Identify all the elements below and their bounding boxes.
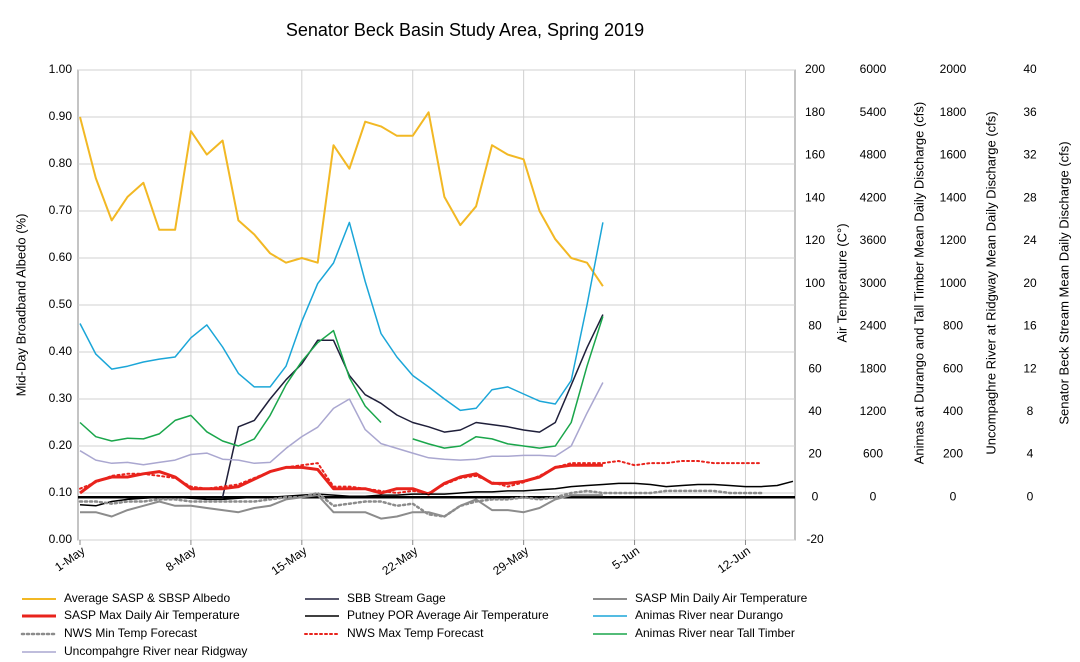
y2-tick-label: -20 [806, 532, 824, 546]
y3-tick-label: 3000 [860, 276, 887, 290]
y3-tick-label: 1200 [860, 404, 887, 418]
y5-tick-label: 12 [1023, 361, 1037, 375]
y4-axis-title: Uncompaghre River at Ridgway Mean Daily … [983, 111, 998, 454]
y3-tick-label: 2400 [860, 319, 887, 333]
y5-tick-label: 40 [1023, 62, 1037, 76]
y3-tick-label: 1800 [860, 361, 887, 375]
series-line [78, 489, 763, 518]
y4-tick-label: 1000 [940, 276, 967, 290]
y2-axis-title: Air Temperature (C°) [834, 223, 849, 342]
y-tick-label: 0.50 [49, 297, 73, 311]
y2-tick-label: 0 [812, 489, 819, 503]
series-line [79, 463, 603, 496]
y3-tick-label: 3600 [860, 233, 887, 247]
y2-tick-label: 20 [808, 447, 822, 461]
y2-tick-label: 60 [808, 361, 822, 375]
y-tick-label: 1.00 [49, 62, 73, 76]
y4-tick-label: 1400 [940, 190, 967, 204]
y3-tick-label: 4200 [860, 190, 887, 204]
y-tick-label: 0.90 [49, 109, 73, 123]
series-line [79, 480, 794, 507]
y2-tick-label: 180 [805, 105, 825, 119]
y3-tick-label: 0 [870, 489, 877, 503]
series-line [79, 221, 604, 412]
y4-tick-label: 1600 [940, 148, 967, 162]
series-line [79, 460, 763, 494]
y4-tick-label: 1200 [940, 233, 967, 247]
y4-tick-label: 400 [943, 404, 963, 418]
y-tick-label: 0.80 [49, 156, 73, 170]
y4-tick-label: 2000 [940, 62, 967, 76]
y3-tick-label: 600 [863, 447, 883, 461]
legend-label: SBB Stream Gage [347, 591, 446, 605]
series-line [79, 111, 604, 287]
y2-tick-label: 140 [805, 190, 825, 204]
y3-tick-label: 5400 [860, 105, 887, 119]
y4-tick-label: 200 [943, 447, 963, 461]
y5-tick-label: 20 [1023, 276, 1037, 290]
legend-label: Animas River near Durango [635, 608, 783, 622]
y2-tick-label: 200 [805, 62, 825, 76]
y5-tick-label: 4 [1027, 447, 1034, 461]
legend-label: Animas River near Tall Timber [635, 626, 795, 640]
y5-axis-title: Senator Beck Stream Mean Daily Discharge… [1056, 141, 1071, 424]
y2-tick-label: 100 [805, 276, 825, 290]
y-tick-label: 0.00 [49, 532, 73, 546]
legend-label: NWS Max Temp Forecast [347, 626, 484, 640]
y5-tick-label: 36 [1023, 105, 1037, 119]
series-line [79, 316, 604, 449]
y4-tick-label: 800 [943, 319, 963, 333]
y3-tick-label: 4800 [860, 148, 887, 162]
y-tick-label: 0.10 [49, 485, 73, 499]
legend-label: NWS Min Temp Forecast [64, 626, 198, 640]
series-line [79, 382, 604, 466]
y3-axis-title: Animas at Durango and Tall Timber Mean D… [911, 102, 926, 464]
y5-tick-label: 24 [1023, 233, 1037, 247]
y5-tick-label: 32 [1023, 148, 1037, 162]
legend-label: Average SASP & SBSP Albedo [64, 591, 230, 605]
y-tick-label: 0.70 [49, 203, 73, 217]
legend-label: SASP Max Daily Air Temperature [64, 608, 240, 622]
series-line [221, 314, 604, 498]
y2-tick-label: 80 [808, 319, 822, 333]
y5-tick-label: 28 [1023, 190, 1037, 204]
legend-label: Uncompahgre River near Ridgway [64, 644, 247, 658]
y4-tick-label: 600 [943, 361, 963, 375]
legend-label: Putney POR Average Air Temperature [347, 608, 549, 622]
y-tick-label: 0.30 [49, 391, 73, 405]
y2-tick-label: 40 [808, 404, 822, 418]
y2-tick-label: 120 [805, 233, 825, 247]
y5-tick-label: 0 [1027, 489, 1034, 503]
y-tick-label: 0.40 [49, 344, 73, 358]
series-line [80, 494, 603, 520]
y5-tick-label: 16 [1023, 319, 1037, 333]
y4-tick-label: 1800 [940, 105, 967, 119]
y-tick-label: 0.20 [49, 438, 73, 452]
y5-tick-label: 8 [1027, 404, 1034, 418]
chart-title: Senator Beck Basin Study Area, Spring 20… [286, 20, 644, 40]
y-tick-label: 0.60 [49, 250, 73, 264]
y3-tick-label: 6000 [860, 62, 887, 76]
y2-tick-label: 160 [805, 148, 825, 162]
legend-label: SASP Min Daily Air Temperature [635, 591, 808, 605]
y-axis-title: Mid-Day Broadband Albedo (%) [13, 214, 28, 397]
y4-tick-label: 0 [950, 489, 957, 503]
